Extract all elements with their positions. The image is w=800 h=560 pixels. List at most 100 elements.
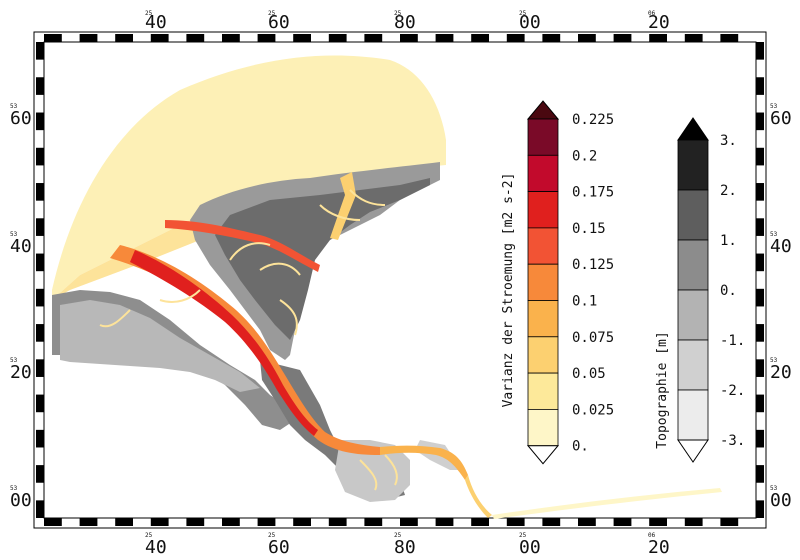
- frame-segment-bottom: [222, 518, 240, 526]
- variance-legend-label: 0.: [572, 439, 589, 455]
- frame-segment-left: [36, 359, 44, 377]
- variance-legend-swatch: [527, 372, 559, 410]
- frame-segment-top: [578, 34, 596, 42]
- frame-segment-top: [649, 34, 667, 42]
- frame-segment-bottom: [613, 518, 632, 526]
- frame-segment-bottom: [471, 518, 489, 526]
- frame-segment-top: [115, 34, 133, 42]
- top-tick-minutes: 25: [394, 10, 402, 17]
- topography-legend-title: Topographie [m]: [655, 331, 670, 448]
- top-tick-label: 20: [648, 12, 670, 33]
- frame-segment-top: [400, 34, 418, 42]
- bottom-tick-minutes: 25: [519, 532, 527, 539]
- frame-segment-left: [36, 253, 44, 272]
- main-channel-outer: [110, 245, 380, 455]
- right-tick-label: 00: [770, 490, 792, 511]
- variance-legend-label: 0.1: [572, 294, 597, 310]
- left-tick-label: 40: [10, 236, 32, 257]
- tidal-flats-south-light: [60, 300, 260, 392]
- frame-segment-left: [36, 77, 44, 95]
- top-tick-minutes: 06: [648, 10, 656, 17]
- variance-legend-swatch: [527, 300, 559, 338]
- frame-segment-bottom: [649, 518, 667, 526]
- variance-legend-label: 0.05: [572, 366, 606, 382]
- frame-segment-left: [36, 465, 44, 483]
- variance-legend-bottom-arrow: [526, 445, 560, 465]
- left-tick-degrees: 53: [10, 231, 18, 238]
- topography-legend-label: -1.: [720, 333, 745, 349]
- frame-segment-bottom: [435, 518, 454, 526]
- right-tick-degrees: 53: [770, 231, 778, 238]
- frame-segment-top: [257, 34, 276, 42]
- variance-legend-swatch: [527, 263, 559, 301]
- variance-legend-label: 0.2: [572, 148, 597, 164]
- top-tick-minutes: 25: [145, 10, 153, 17]
- frame-segment-left: [36, 429, 44, 448]
- variance-legend-label: 0.225: [572, 112, 614, 128]
- topography-legend-label: -2.: [720, 383, 745, 399]
- left-tick-label: 20: [10, 362, 32, 383]
- frame-segment-bottom: [150, 518, 169, 526]
- frame-segment-bottom: [542, 518, 561, 526]
- frame-segment-right: [756, 112, 764, 131]
- frame-segment-top: [293, 34, 311, 42]
- frame-segment-right: [756, 253, 764, 272]
- topography-legend-label: 1.: [720, 233, 737, 249]
- frame-segment-left: [36, 288, 44, 307]
- variance-legend-label: 0.175: [572, 185, 614, 201]
- frame-segment-bottom: [44, 518, 62, 526]
- frame-segment-top: [506, 34, 525, 42]
- variance-legend-swatch: [527, 408, 559, 447]
- variance-legend-swatch: [527, 191, 559, 229]
- topography-legend: Topographie [m] 3. 2. 1. 0. -1. -2. -3.: [655, 117, 745, 463]
- frame-segment-left: [36, 218, 44, 236]
- frame-segment-right: [756, 500, 764, 518]
- frame-segment-top: [364, 34, 383, 42]
- topography-legend-swatch: [677, 289, 709, 341]
- river-banks-light: [335, 440, 410, 502]
- tidal-flats-north-light: [215, 178, 430, 340]
- top-tick-label: 40: [145, 12, 167, 33]
- right-tick-label: 60: [770, 108, 792, 129]
- bottom-tick-minutes: 25: [145, 532, 153, 539]
- frame-segment-bottom: [79, 518, 98, 526]
- frame-segment-right: [756, 394, 764, 413]
- frame-segment-left: [36, 112, 44, 131]
- frame-segment-bottom: [328, 518, 347, 526]
- topography-legend-bottom-arrow: [677, 439, 709, 463]
- frame-segment-bottom: [364, 518, 383, 526]
- frame-segment-top: [542, 34, 561, 42]
- topography-legend-label: 2.: [720, 183, 737, 199]
- creeks: [99, 189, 398, 491]
- frame-segment-right: [756, 42, 764, 60]
- frame-segment-top: [471, 34, 489, 42]
- left-tick-label: 00: [10, 490, 32, 511]
- frame-segment-bottom: [186, 518, 205, 526]
- frame-segment-top: [720, 34, 739, 42]
- frame-segment-left: [36, 42, 44, 60]
- left-tick-degrees: 53: [10, 103, 18, 110]
- bottom-tick-label: 20: [648, 537, 670, 558]
- right-tick-degrees: 53: [770, 357, 778, 364]
- top-tick-minutes: 25: [519, 10, 527, 17]
- left-tick-degrees: 53: [10, 485, 18, 492]
- bottom-tick-minutes: 06: [648, 532, 656, 539]
- topography-legend-swatch: [677, 239, 709, 291]
- top-tick-label: 00: [519, 12, 541, 33]
- topography-legend-swatch: [677, 339, 709, 391]
- frame-segment-top: [79, 34, 98, 42]
- bottom-tick-minutes: 25: [394, 532, 402, 539]
- river-upstream: [380, 445, 468, 480]
- topography-legend-label: 0.: [720, 283, 737, 299]
- frame-segment-right: [756, 359, 764, 377]
- river-far-upstream: [465, 475, 492, 518]
- main-channel-core: [130, 250, 318, 436]
- frame-segment-top: [684, 34, 703, 42]
- frame-segment-bottom: [400, 518, 418, 526]
- variance-legend-label: 0.125: [572, 257, 614, 273]
- frame-segment-top: [435, 34, 454, 42]
- frame-segment-top: [613, 34, 632, 42]
- frame-segment-left: [36, 500, 44, 518]
- frame-segment-bottom: [293, 518, 311, 526]
